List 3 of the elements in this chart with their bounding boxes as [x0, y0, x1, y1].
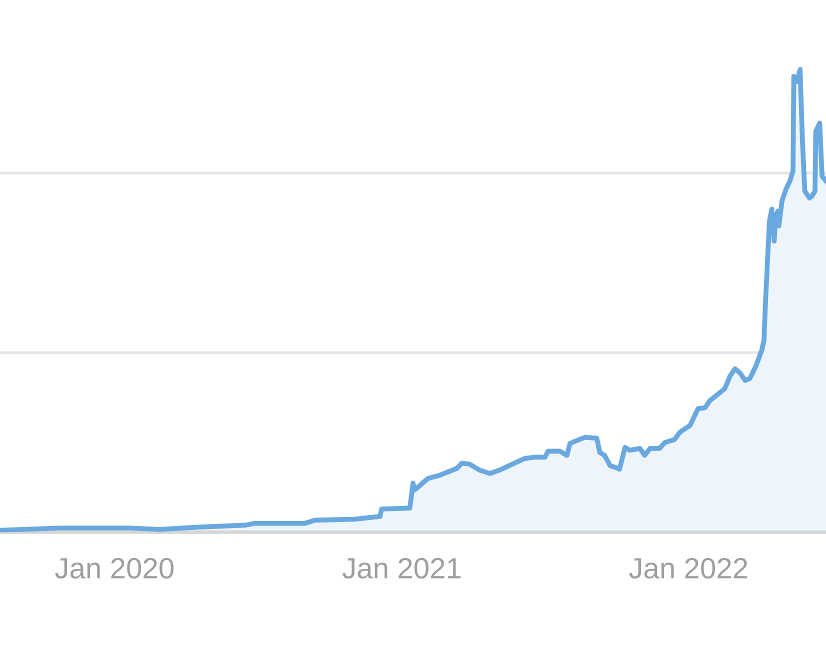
- x-tick-label: Jan 2020: [55, 558, 174, 579]
- x-tick-label: Jan 2021: [342, 558, 461, 579]
- x-tick-label: Jan 2022: [629, 558, 748, 579]
